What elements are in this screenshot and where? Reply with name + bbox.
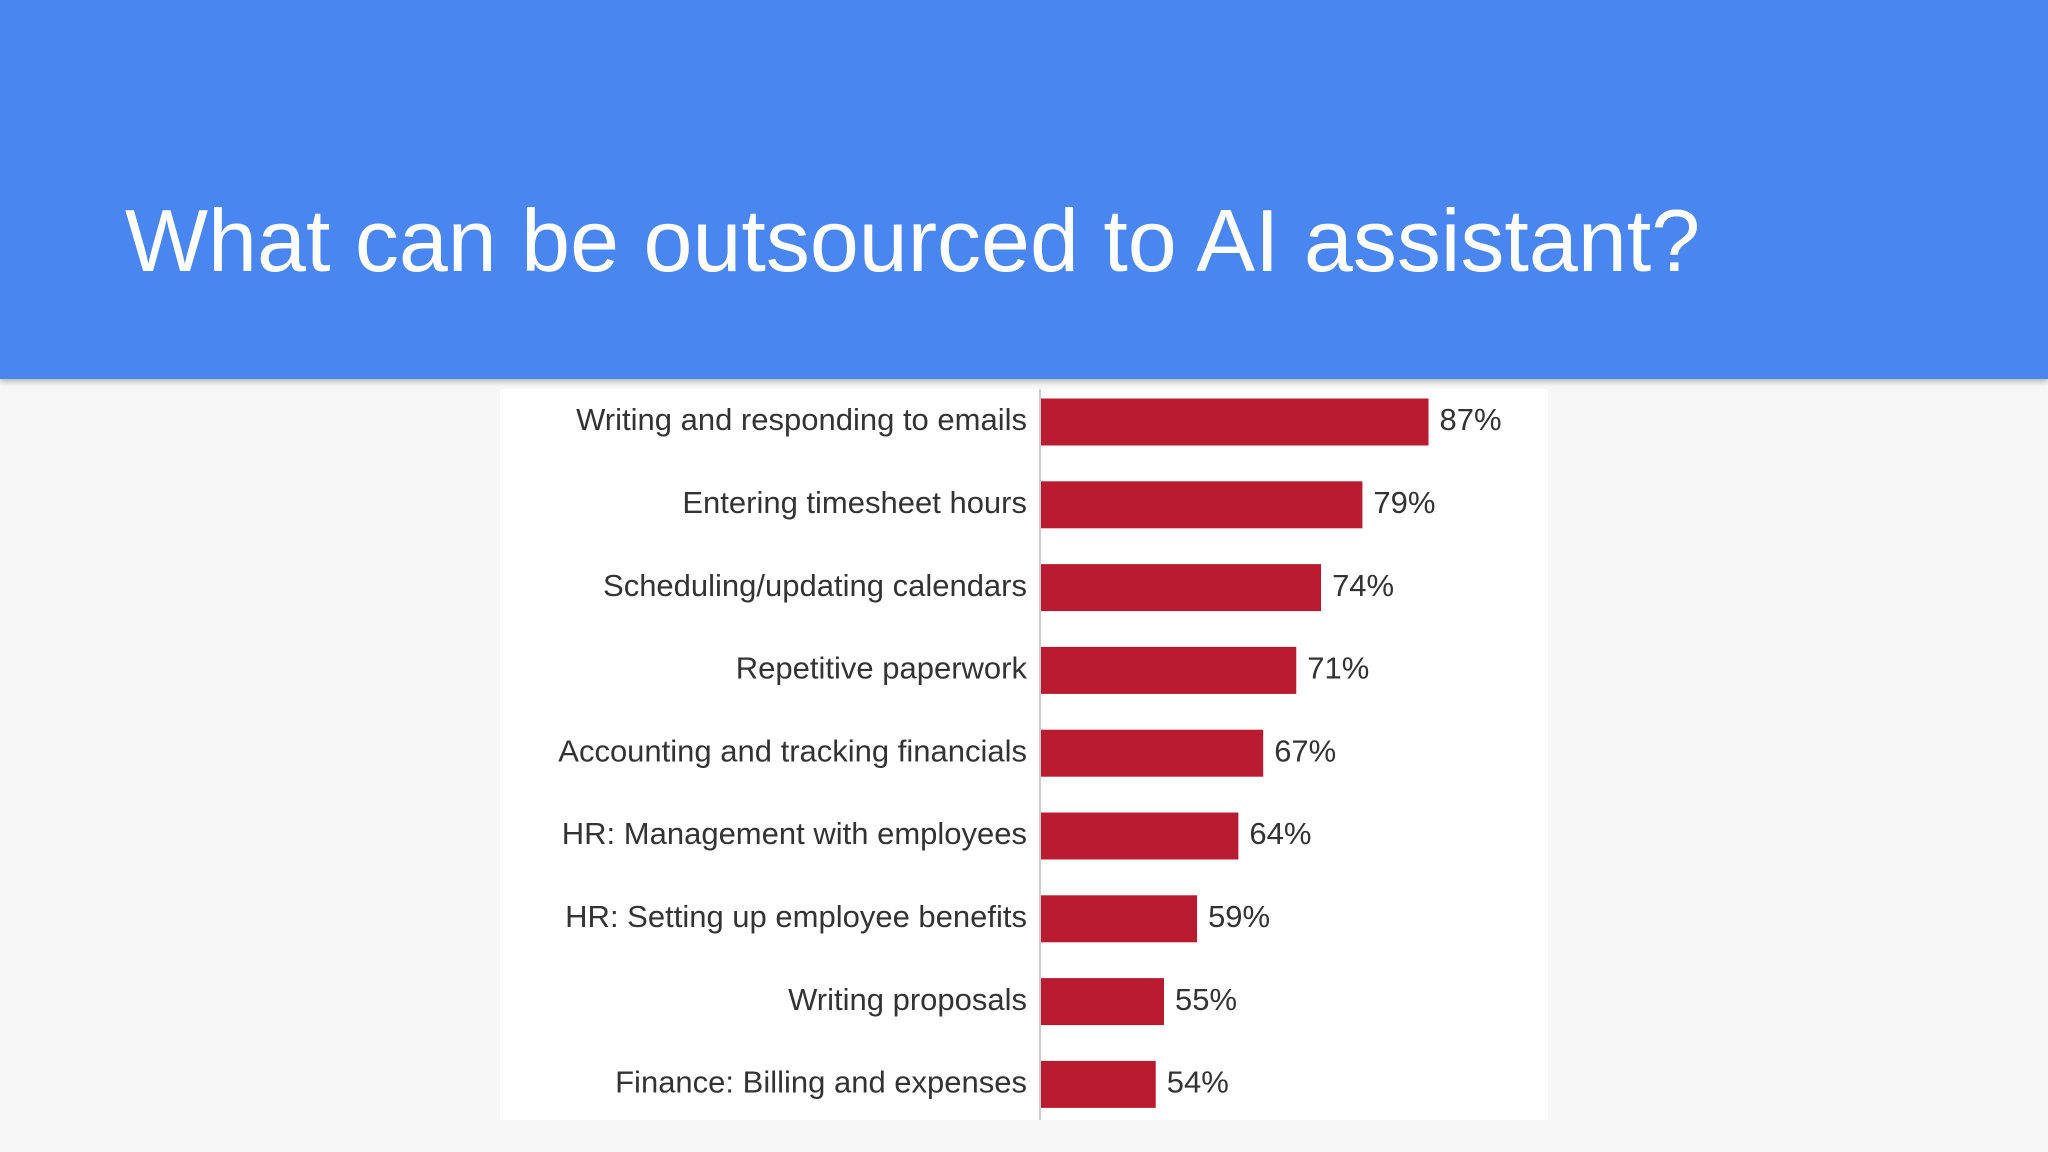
category-label: Writing and responding to emails <box>576 402 1027 437</box>
bar <box>1041 1060 1156 1108</box>
category-label: Accounting and tracking financials <box>558 733 1027 768</box>
value-label: 87% <box>1440 402 1502 437</box>
bar <box>1041 398 1429 446</box>
value-label: 71% <box>1307 651 1369 686</box>
value-label: 54% <box>1167 1065 1229 1100</box>
value-label: 74% <box>1332 568 1394 603</box>
bar <box>1041 729 1264 777</box>
value-label: 64% <box>1249 816 1311 851</box>
category-label: Scheduling/updating calendars <box>603 568 1027 603</box>
category-label: HR: Setting up employee benefits <box>565 899 1027 934</box>
value-label: 79% <box>1373 485 1435 520</box>
bar <box>1041 895 1198 943</box>
category-label: Finance: Billing and expenses <box>615 1065 1027 1100</box>
header-bar: What can be outsourced to AI assistant? <box>0 0 2048 379</box>
bar <box>1041 978 1164 1026</box>
slide-title: What can be outsourced to AI assistant? <box>125 191 1701 290</box>
category-label: HR: Management with employees <box>562 816 1027 851</box>
bar <box>1041 564 1322 612</box>
chart: Writing and responding to emails 87% Enter… <box>500 389 1548 1120</box>
value-label: 59% <box>1208 899 1270 934</box>
bar <box>1041 812 1239 860</box>
chart-background <box>500 389 1548 1120</box>
value-label: 55% <box>1175 982 1237 1017</box>
bar <box>1041 481 1363 529</box>
category-label: Repetitive paperwork <box>736 651 1028 686</box>
value-label: 67% <box>1274 733 1336 768</box>
bar <box>1041 646 1297 694</box>
category-label: Entering timesheet hours <box>682 485 1027 520</box>
category-label: Writing proposals <box>788 982 1027 1017</box>
